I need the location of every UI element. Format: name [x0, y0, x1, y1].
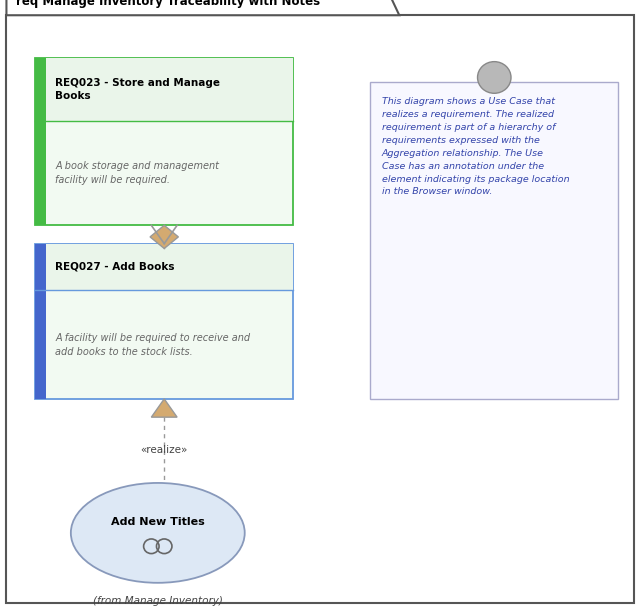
Text: A facility will be required to receive and
add books to the stock lists.: A facility will be required to receive a…	[55, 333, 251, 356]
FancyBboxPatch shape	[35, 58, 293, 122]
Text: (from Manage Inventory): (from Manage Inventory)	[93, 596, 223, 606]
Polygon shape	[6, 0, 399, 15]
Polygon shape	[151, 399, 177, 417]
Text: This diagram shows a Use Case that
realizes a requirement. The realized
requirem: This diagram shows a Use Case that reali…	[382, 97, 569, 196]
Text: REQ027 - Add Books: REQ027 - Add Books	[55, 262, 175, 272]
Text: «realize»: «realize»	[140, 445, 188, 455]
FancyBboxPatch shape	[6, 15, 634, 603]
Text: Add New Titles: Add New Titles	[111, 517, 205, 527]
Ellipse shape	[71, 483, 245, 583]
FancyBboxPatch shape	[370, 82, 618, 399]
FancyBboxPatch shape	[35, 244, 293, 399]
Text: req Manage Inventory Traceability with Notes: req Manage Inventory Traceability with N…	[16, 0, 320, 8]
Circle shape	[477, 62, 511, 93]
Text: REQ023 - Store and Manage
Books: REQ023 - Store and Manage Books	[55, 78, 220, 101]
Text: A book storage and management
facility will be required.: A book storage and management facility w…	[55, 161, 220, 185]
FancyBboxPatch shape	[35, 58, 46, 225]
Polygon shape	[150, 225, 178, 248]
FancyBboxPatch shape	[35, 244, 293, 290]
FancyBboxPatch shape	[35, 58, 293, 225]
FancyBboxPatch shape	[35, 244, 46, 399]
